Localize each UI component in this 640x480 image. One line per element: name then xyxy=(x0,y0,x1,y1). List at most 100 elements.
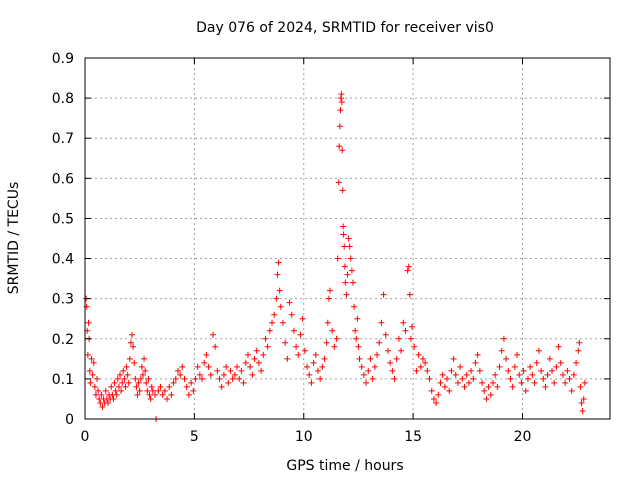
data-point-marker xyxy=(347,255,354,262)
data-point-marker xyxy=(319,363,326,370)
data-point-marker xyxy=(437,379,444,386)
data-point-marker xyxy=(503,355,510,362)
data-point-marker xyxy=(324,319,331,326)
data-point-marker xyxy=(487,391,494,398)
grid-lines xyxy=(85,58,610,419)
data-point-marker xyxy=(553,363,560,370)
data-point-marker xyxy=(253,347,260,354)
data-point-marker xyxy=(360,371,367,378)
data-point-marker xyxy=(89,371,96,378)
data-point-marker xyxy=(136,387,143,394)
data-point-marker xyxy=(317,375,324,382)
data-point-marker xyxy=(194,363,201,370)
data-point-marker xyxy=(371,363,378,370)
data-point-marker xyxy=(174,367,181,374)
data-point-marker xyxy=(533,359,540,366)
data-point-marker xyxy=(274,271,281,278)
data-point-marker xyxy=(358,363,365,370)
data-point-marker xyxy=(297,331,304,338)
data-point-marker xyxy=(516,371,523,378)
data-point-marker xyxy=(338,99,345,106)
data-point-marker xyxy=(234,363,241,370)
data-point-marker xyxy=(492,371,499,378)
data-point-marker xyxy=(511,363,518,370)
data-point-marker xyxy=(336,123,343,130)
data-point-marker xyxy=(212,343,219,350)
data-point-marker xyxy=(335,179,342,186)
data-point-marker xyxy=(538,367,545,374)
data-point-marker xyxy=(340,231,347,238)
x-axis-label: GPS time / hours xyxy=(286,458,403,474)
data-point-marker xyxy=(336,143,343,150)
data-point-marker xyxy=(249,371,256,378)
data-point-marker xyxy=(439,371,446,378)
data-point-marker xyxy=(279,319,286,326)
data-point-marker xyxy=(346,243,353,250)
data-point-marker xyxy=(518,379,525,386)
data-point-marker xyxy=(321,355,328,362)
data-point-marker xyxy=(345,235,352,242)
data-point-marker xyxy=(220,371,227,378)
data-point-marker xyxy=(88,355,95,362)
data-point-marker xyxy=(426,375,433,382)
data-point-marker xyxy=(349,279,356,286)
data-point-marker xyxy=(152,391,158,398)
data-point-marker xyxy=(338,91,345,98)
data-point-marker xyxy=(333,335,340,342)
data-point-marker xyxy=(415,351,422,358)
chart-title: Day 076 of 2024, SRMTID for receiver vis… xyxy=(196,20,494,36)
data-point-marker xyxy=(214,367,221,374)
data-point-marker xyxy=(209,331,216,338)
y-tick-label: 0.4 xyxy=(52,252,74,268)
data-point-marker xyxy=(179,363,186,370)
data-point-marker xyxy=(354,315,361,322)
data-point-marker xyxy=(509,383,516,390)
data-point-marker xyxy=(190,387,197,394)
data-point-marker xyxy=(406,291,413,298)
data-point-marker xyxy=(117,371,123,378)
data-point-marker xyxy=(306,371,313,378)
data-point-marker xyxy=(147,395,154,402)
data-point-marker xyxy=(262,335,269,342)
data-point-marker xyxy=(295,351,302,358)
data-point-marker xyxy=(435,391,442,398)
data-point-marker xyxy=(507,375,514,382)
data-point-marker xyxy=(549,367,556,374)
data-point-marker xyxy=(123,363,130,370)
data-point-marker xyxy=(409,323,416,330)
data-point-marker xyxy=(90,359,97,366)
data-point-marker xyxy=(422,359,429,366)
data-point-marker xyxy=(308,379,315,386)
data-point-marker xyxy=(112,387,119,394)
data-point-marker xyxy=(540,375,547,382)
data-point-marker xyxy=(218,383,225,390)
data-point-marker xyxy=(244,351,251,358)
data-point-marker xyxy=(441,383,448,390)
data-point-marker xyxy=(562,379,569,386)
data-point-marker xyxy=(223,363,230,370)
data-point-marker xyxy=(505,367,512,374)
data-point-marker xyxy=(141,355,148,362)
data-point-marker xyxy=(576,339,583,346)
data-point-marker xyxy=(514,351,521,358)
data-point-marker xyxy=(393,355,400,362)
data-point-marker xyxy=(337,107,344,114)
data-point-marker xyxy=(384,347,391,354)
data-point-marker xyxy=(231,371,238,378)
data-point-marker xyxy=(481,387,488,394)
data-point-marker xyxy=(91,383,98,390)
data-point-marker xyxy=(196,371,203,378)
data-point-marker xyxy=(472,359,479,366)
data-point-marker xyxy=(143,379,150,386)
data-point-marker xyxy=(430,395,437,402)
y-tick-label: 0.6 xyxy=(52,171,74,187)
data-point-marker xyxy=(310,359,317,366)
data-point-marker xyxy=(98,391,105,398)
data-point-marker xyxy=(242,359,249,366)
data-point-marker xyxy=(155,387,162,394)
data-point-marker xyxy=(577,383,584,390)
data-point-marker xyxy=(286,299,293,306)
data-point-marker xyxy=(522,387,529,394)
data-point-marker xyxy=(369,375,376,382)
